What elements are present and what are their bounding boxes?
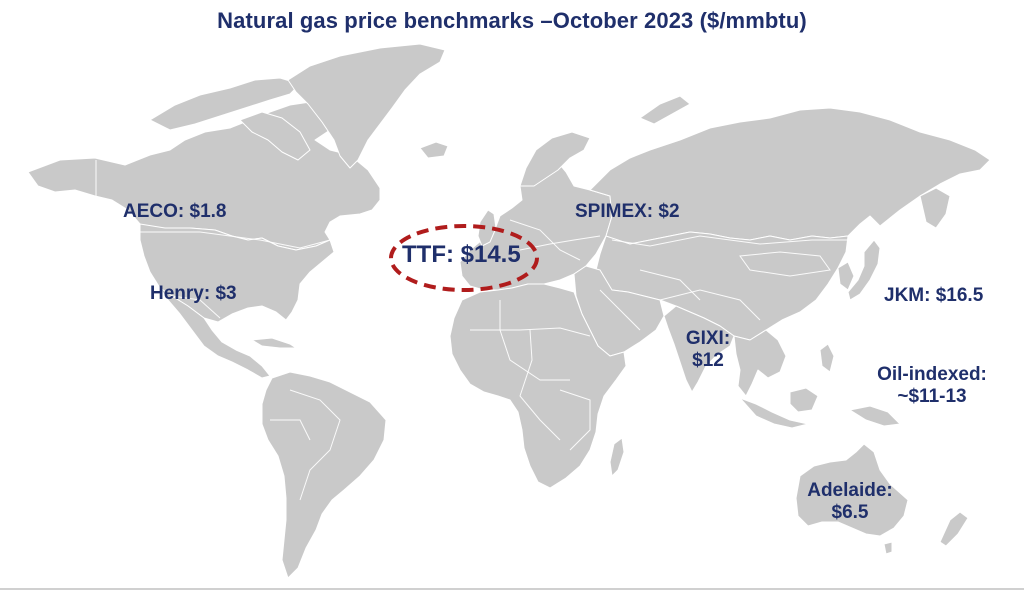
land-new-guinea <box>849 405 901 427</box>
border-sa-2 <box>270 419 311 441</box>
land-philippines <box>819 343 835 373</box>
label-adelaide-price: $6.5 <box>831 502 869 523</box>
border-africa-2 <box>499 300 570 381</box>
land-japan <box>847 239 881 301</box>
label-jkm: JKM: $16.5 <box>884 285 984 306</box>
land-south-america <box>261 371 387 579</box>
border-canada-usa <box>140 231 331 249</box>
border-africa-1 <box>470 327 591 337</box>
land-madagascar <box>609 437 625 477</box>
land-kamchatka <box>919 187 951 229</box>
border-middle-east <box>599 289 641 331</box>
land-greenland <box>287 43 446 169</box>
land-korea <box>837 261 855 291</box>
land-scandinavia <box>519 131 591 187</box>
ttf-highlight-ellipse <box>389 224 539 292</box>
label-oil-indexed-price: ~$11-13 <box>897 386 967 407</box>
land-tasmania <box>883 541 893 555</box>
label-gixi-name: GIXI: <box>685 328 731 349</box>
label-gixi-price: $12 <box>692 350 724 371</box>
border-europe-1 <box>509 219 581 261</box>
label-henry: Henry: $3 <box>150 283 237 304</box>
label-spimex: SPIMEX: $2 <box>575 201 680 222</box>
land-new-zealand <box>939 511 969 547</box>
land-india <box>663 305 735 393</box>
border-asia-1 <box>639 269 701 301</box>
land-borneo <box>789 387 819 413</box>
border-africa-4 <box>559 389 591 451</box>
label-oil-indexed: Oil-indexed: ~$11-13 <box>862 364 1002 408</box>
land-iceland <box>419 141 449 159</box>
land-baffin <box>239 111 311 161</box>
label-ttf: TTF: $14.5 <box>402 241 521 268</box>
land-australia <box>795 443 909 537</box>
land-central-america <box>159 287 271 379</box>
border-sa-1 <box>289 389 341 501</box>
label-aeco: AECO: $1.8 <box>123 201 227 222</box>
figure-title: Natural gas price benchmarks –October 20… <box>217 8 807 33</box>
border-russia-asia <box>611 235 848 247</box>
land-russian-arctic <box>639 95 691 125</box>
land-indonesia <box>739 397 809 429</box>
border-africa-3 <box>519 329 561 441</box>
border-mongolia <box>739 251 831 277</box>
land-southeast-asia <box>733 329 787 397</box>
border-us-mexico <box>171 295 221 319</box>
label-gixi: GIXI: $12 <box>672 328 744 372</box>
label-adelaide: Adelaide: $6.5 <box>795 480 905 524</box>
label-oil-indexed-name: Oil-indexed: <box>877 364 987 385</box>
land-caribbean <box>251 337 297 349</box>
land-uk <box>477 209 497 247</box>
border-asia-2 <box>659 289 761 321</box>
label-adelaide-name: Adelaide: <box>807 480 893 501</box>
land-africa <box>449 283 627 489</box>
